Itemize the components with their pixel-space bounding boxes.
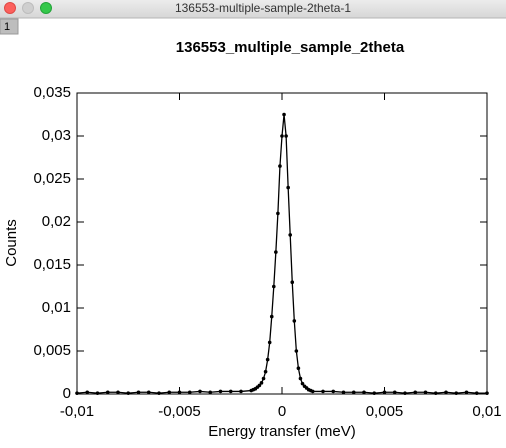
data-point xyxy=(75,391,79,395)
y-tick-label: 0,035 xyxy=(33,84,71,101)
data-point xyxy=(239,389,243,394)
data-point xyxy=(261,376,266,381)
data-point xyxy=(351,390,356,395)
data-point xyxy=(157,391,161,395)
y-tick-label: 0,03 xyxy=(42,127,71,144)
data-point xyxy=(198,389,202,394)
data-point xyxy=(85,390,90,395)
x-tick-label: -0,01 xyxy=(60,403,94,420)
data-point xyxy=(228,389,233,394)
data-point xyxy=(454,391,459,395)
data-point xyxy=(286,185,290,190)
data-point xyxy=(208,390,213,395)
y-tick-label: 0 xyxy=(63,385,71,402)
data-point xyxy=(321,389,325,394)
data-point xyxy=(218,389,223,394)
data-point xyxy=(413,390,418,395)
data-point xyxy=(269,314,274,319)
y-axis-label: Counts xyxy=(3,219,20,267)
data-point xyxy=(292,319,297,323)
data-point xyxy=(105,390,110,395)
title-bar xyxy=(0,0,506,18)
data-point xyxy=(257,383,262,388)
data-point xyxy=(288,233,293,237)
chart-title: 136553_multiple_sample_2theta xyxy=(176,39,405,56)
x-tick-label: -0,005 xyxy=(158,403,201,420)
y-tick-label: 0,02 xyxy=(42,213,71,230)
data-point xyxy=(167,390,172,395)
data-point xyxy=(126,391,131,395)
data-point xyxy=(278,164,282,168)
data-point xyxy=(284,134,288,138)
y-tick-label: 0,005 xyxy=(33,342,71,359)
data-point xyxy=(280,134,284,138)
data-point xyxy=(274,250,278,254)
data-point xyxy=(298,376,303,381)
window-title: 136553-multiple-sample-2theta-1 xyxy=(175,1,351,15)
data-point xyxy=(341,390,346,395)
data-point xyxy=(282,112,286,117)
x-axis-label: Energy transfer (meV) xyxy=(208,423,356,440)
data-point xyxy=(294,349,299,353)
data-point xyxy=(464,390,469,395)
data-point xyxy=(272,284,276,289)
data-line xyxy=(76,114,487,394)
x-tick-label: 0 xyxy=(278,403,286,420)
data-point xyxy=(474,391,479,395)
data-point xyxy=(296,366,301,371)
data-point xyxy=(310,389,315,394)
data-point xyxy=(290,280,295,285)
data-point xyxy=(187,390,192,395)
y-tick-label: 0,01 xyxy=(42,299,71,316)
data-point xyxy=(444,390,448,395)
data-point xyxy=(136,390,141,395)
data-point xyxy=(372,391,377,395)
data-point xyxy=(423,390,428,395)
y-tick-label: 0,025 xyxy=(33,170,71,187)
data-point xyxy=(382,390,387,395)
data-point xyxy=(331,389,336,394)
minimize-button[interactable] xyxy=(22,2,34,14)
data-point xyxy=(116,390,120,395)
data-point xyxy=(265,357,270,362)
data-point xyxy=(403,391,407,395)
data-point xyxy=(267,340,272,345)
x-tick-label: 0,01 xyxy=(472,403,501,420)
data-point xyxy=(276,211,280,216)
y-tick-label: 0,015 xyxy=(33,256,71,273)
data-point xyxy=(485,391,489,395)
data-point xyxy=(300,381,305,386)
data-point xyxy=(433,391,438,395)
data-point xyxy=(177,390,182,395)
zoom-button[interactable] xyxy=(40,2,52,14)
data-point xyxy=(263,369,268,374)
close-button[interactable] xyxy=(4,2,16,14)
data-point xyxy=(362,390,366,395)
tab-label: 1 xyxy=(4,21,10,33)
data-point xyxy=(146,390,151,395)
tab[interactable] xyxy=(0,18,19,35)
data-point xyxy=(392,390,397,395)
x-tick-label: 0,005 xyxy=(366,403,404,420)
data-point xyxy=(95,391,100,395)
data-point xyxy=(259,381,264,385)
